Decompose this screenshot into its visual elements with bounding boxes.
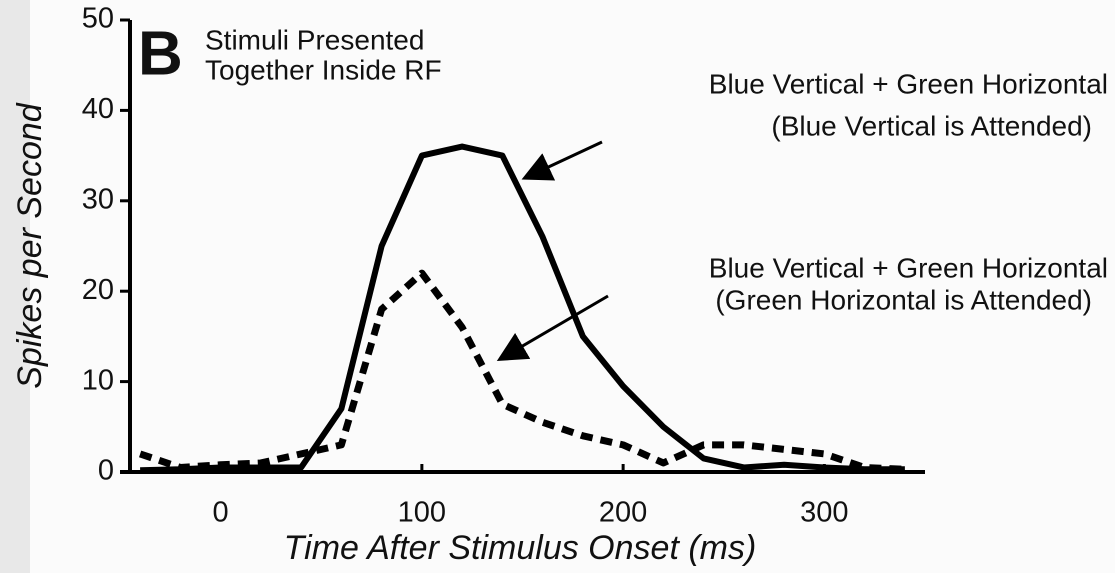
- subtitle: Together Inside RF: [205, 54, 442, 85]
- x-tick-label: 200: [599, 497, 647, 529]
- series-label: (Green Horizontal is Attended): [715, 284, 1092, 315]
- series-label: (Blue Vertical is Attended): [771, 110, 1092, 141]
- y-tick-label: 40: [82, 93, 114, 125]
- x-tick-label: 300: [800, 497, 848, 529]
- y-tick-label: 50: [82, 3, 114, 35]
- y-tick-label: 30: [82, 183, 114, 215]
- y-axis-label: Spikes per Second: [11, 102, 49, 388]
- subtitle: Stimuli Presented: [205, 24, 424, 55]
- y-tick-label: 0: [98, 455, 114, 487]
- series-line: [140, 143, 905, 474]
- x-axis-label: Time After Stimulus Onset (ms): [284, 529, 757, 567]
- x-tick-label: 0: [213, 497, 229, 529]
- x-tick-label: 100: [398, 497, 446, 529]
- y-tick-label: 10: [82, 364, 114, 396]
- series-name: Blue Vertical + Green Horizontal: [709, 68, 1108, 99]
- series-name: Blue Vertical + Green Horizontal: [709, 252, 1108, 283]
- panel-label: B: [138, 19, 183, 88]
- series-line: [139, 269, 906, 473]
- arrow: [521, 140, 603, 181]
- y-tick-label: 20: [82, 274, 114, 306]
- page-edge: [0, 0, 30, 573]
- arrow: [496, 294, 609, 362]
